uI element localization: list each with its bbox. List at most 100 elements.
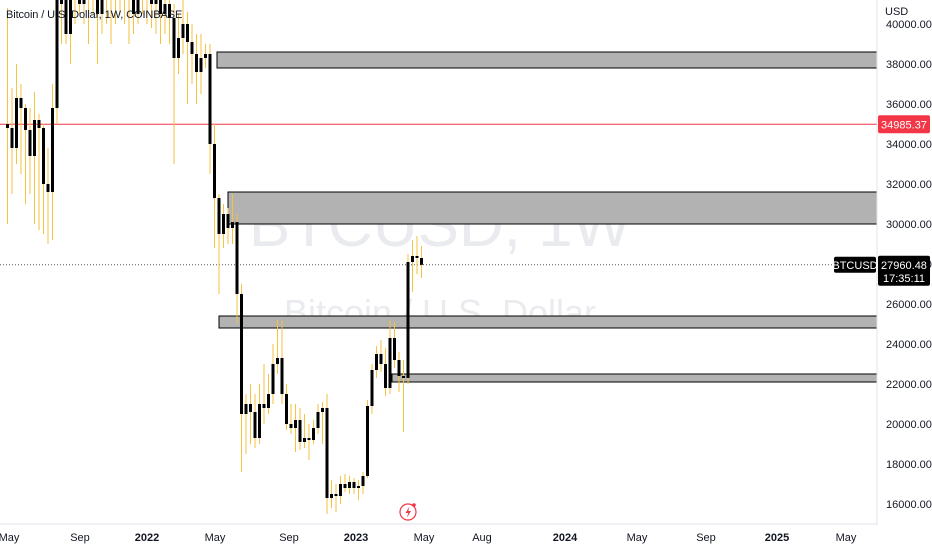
time-tick-label: 2025: [765, 532, 789, 544]
candle-body: [244, 404, 248, 414]
lightning-icon[interactable]: [399, 503, 417, 521]
candle-body: [6, 124, 9, 128]
candle-body: [226, 214, 230, 228]
candle-body: [69, 0, 72, 34]
candle-body: [375, 354, 378, 370]
candle-body: [163, 4, 167, 14]
price-tick-label: 18000.00: [886, 459, 932, 471]
candle-body: [384, 364, 387, 388]
price-tick-label: 34000.00: [886, 139, 932, 151]
candle-body: [37, 120, 41, 128]
candle-body: [330, 494, 333, 498]
candle-body: [28, 130, 32, 156]
price-tick-label: 16000.00: [886, 499, 932, 511]
lines-layer: [0, 123, 877, 266]
candle-body: [213, 144, 216, 198]
candle-body: [168, 4, 171, 18]
candle-body: [249, 404, 252, 412]
candle-body: [136, 0, 140, 14]
symbol-tag-label: BTCUSD: [832, 260, 877, 272]
candle-body: [393, 338, 396, 360]
candle-body: [46, 184, 50, 192]
candle-body: [96, 0, 99, 14]
candle-body: [154, 0, 158, 4]
candle-body: [258, 404, 261, 438]
candles-layer: [6, 0, 423, 514]
reference-price-value: 34985.37: [881, 119, 927, 131]
last-price-value: 27960.48: [881, 260, 927, 272]
candle-body: [285, 394, 288, 424]
candle-body: [262, 404, 266, 408]
candle-body: [312, 428, 315, 440]
time-tick-label: May: [414, 532, 435, 544]
price-tick-label: 26000.00: [886, 299, 932, 311]
supply-demand-zone: [391, 373, 878, 383]
candle-body: [231, 222, 234, 228]
candle-body: [289, 424, 293, 428]
candle-body: [420, 258, 423, 265]
candle-body: [357, 486, 360, 488]
time-tick-label: May: [0, 532, 20, 544]
price-axis[interactable]: 16000.00 18000.00 20000.00 22000.00 24000.00…: [886, 19, 932, 511]
candle-body: [348, 482, 351, 488]
supply-demand-zone: [227, 191, 878, 225]
price-tick-label: 40000.00: [886, 19, 932, 31]
supply-demand-zone: [216, 51, 878, 69]
candle-body: [253, 412, 257, 438]
candle-body: [195, 54, 198, 72]
price-tick-label: 20000.00: [886, 419, 932, 431]
price-tick-label: 24000.00: [886, 339, 932, 351]
candle-body: [298, 420, 302, 442]
time-tick-label: 2022: [135, 532, 159, 544]
candle-body: [15, 98, 18, 148]
candle-body: [280, 358, 284, 394]
candle-body: [100, 0, 104, 14]
candle-body: [411, 256, 414, 262]
candle-countdown: 17:35:11: [883, 273, 925, 285]
candle-body: [24, 108, 27, 130]
candle-body: [406, 262, 410, 378]
candle-body: [217, 198, 221, 234]
candle-body: [204, 54, 207, 58]
candle-body: [325, 408, 329, 498]
candle-body: [334, 494, 338, 496]
price-tick-label: 38000.00: [886, 59, 932, 71]
candle-body: [181, 24, 185, 38]
price-tick-label: 36000.00: [886, 99, 932, 111]
candle-body: [132, 0, 135, 14]
candle-body: [388, 338, 392, 388]
candle-body: [366, 406, 369, 476]
time-axis[interactable]: May Sep 2022 May Sep 2023 May Aug 2024 May Sep 2025…: [0, 532, 857, 544]
supply-demand-zone: [218, 315, 878, 329]
candle-body: [307, 438, 311, 440]
candle-body: [172, 18, 176, 58]
candle-body: [222, 214, 225, 234]
candle-body: [82, 0, 86, 4]
candle-body: [33, 120, 36, 156]
time-tick-label: Sep: [70, 532, 90, 544]
candle-body: [51, 108, 54, 192]
candle-body: [271, 364, 275, 394]
candle-body: [64, 0, 68, 34]
candle-body: [177, 38, 180, 58]
time-tick-label: May: [205, 532, 226, 544]
candle-body: [159, 0, 162, 14]
reference-price-tag: [878, 115, 930, 134]
candle-body: [415, 256, 419, 258]
time-tick-label: May: [836, 532, 857, 544]
candle-body: [150, 0, 153, 4]
price-tick-label: 30000.00: [886, 219, 932, 231]
time-tick-label: Sep: [279, 532, 299, 544]
symbol-tag: [834, 256, 876, 273]
candle-body: [276, 358, 279, 364]
candle-body: [199, 58, 203, 72]
candle-body: [379, 354, 383, 364]
candle-body: [267, 394, 270, 408]
candle-body: [361, 476, 365, 486]
candle-body: [55, 0, 59, 108]
candle-body: [352, 482, 356, 488]
candle-body: [78, 0, 81, 4]
candle-body: [240, 294, 243, 414]
